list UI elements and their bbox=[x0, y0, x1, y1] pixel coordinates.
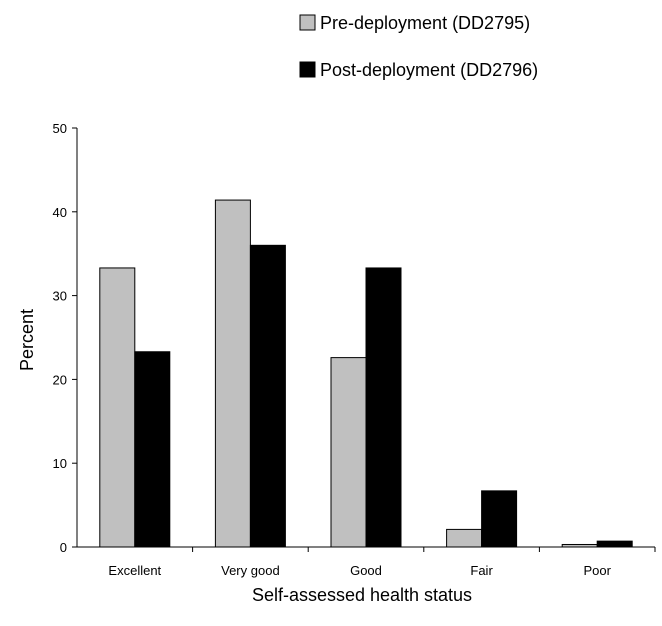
bar-pre-good bbox=[330, 357, 367, 548]
legend-label-pre: Pre-deployment (DD2795) bbox=[320, 13, 530, 33]
bar-post-excellent bbox=[134, 351, 171, 548]
legend-item-post: Post-deployment (DD2796) bbox=[299, 60, 538, 80]
bar-pre-fair bbox=[446, 528, 483, 548]
legend-swatch-pre bbox=[299, 14, 316, 31]
legend-item-pre: Pre-deployment (DD2795) bbox=[299, 13, 530, 33]
x-tick-label: Poor bbox=[583, 563, 611, 578]
x-axis-title: Self-assessed health status bbox=[252, 585, 472, 605]
y-tick-label: 40 bbox=[53, 205, 67, 220]
bar-post-good bbox=[365, 267, 402, 548]
x-tick-label: Good bbox=[350, 563, 382, 578]
legend: Pre-deployment (DD2795) Post-deployment … bbox=[299, 13, 538, 80]
bar-post-very-good bbox=[249, 244, 286, 548]
y-tick-label: 10 bbox=[53, 456, 67, 471]
y-tick-label: 0 bbox=[60, 540, 67, 555]
x-tick-label: Fair bbox=[470, 563, 493, 578]
bar-post-fair bbox=[481, 490, 518, 548]
bar-pre-excellent bbox=[99, 267, 136, 548]
bar-pre-very-good bbox=[214, 199, 251, 548]
bar-post-poor bbox=[596, 540, 633, 548]
legend-swatch-post bbox=[299, 61, 316, 78]
y-tick-label: 30 bbox=[53, 289, 67, 304]
plot-area: Excellent Very good Good Fair Poor 0 10 20 30 40 5… bbox=[53, 121, 656, 578]
x-tick-label: Excellent bbox=[108, 563, 161, 578]
y-tick-label: 50 bbox=[53, 121, 67, 136]
y-axis-title: Percent bbox=[17, 309, 37, 371]
x-tick-label: Very good bbox=[221, 563, 280, 578]
legend-label-post: Post-deployment (DD2796) bbox=[320, 60, 538, 80]
y-tick-label: 20 bbox=[53, 372, 67, 387]
